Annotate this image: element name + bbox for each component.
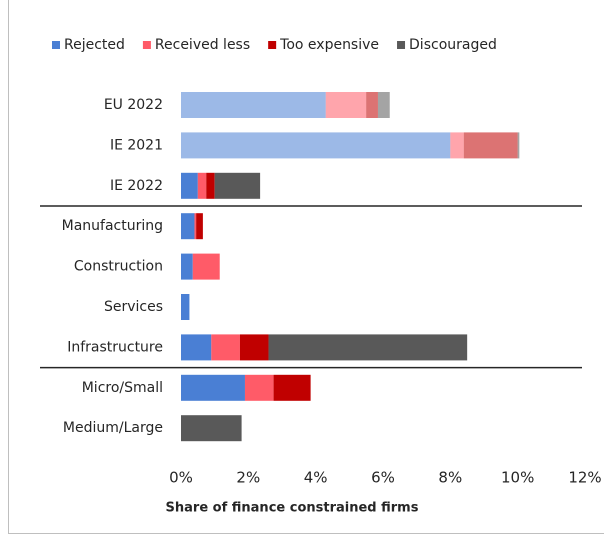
legend-label: Too expensive [279,37,379,53]
bar-segment [181,294,190,320]
bar-segment [181,132,451,159]
legend-swatch [52,41,60,49]
x-tick-label: 0% [169,469,193,487]
bar-segment [268,334,468,361]
bar-segment [211,334,240,361]
bar-segment [181,92,326,118]
y-tick-label: Manufacturing [62,218,163,234]
bar-segment [181,334,212,361]
y-tick-label: Micro/Small [82,380,163,396]
bar-segment [273,374,311,401]
bar-segment [197,172,207,199]
bar-segment [214,172,261,199]
x-tick-label: 4% [304,469,328,487]
bar-segment [450,132,464,159]
y-tick-label: Services [104,299,163,315]
bar-segment [366,92,378,118]
bar-segment [181,172,198,199]
bar-segment [181,253,193,280]
legend-label: Discouraged [409,37,497,53]
legend-swatch [268,41,277,49]
bar-segment [192,253,220,280]
y-tick-label: Medium/Large [63,420,163,436]
bar-segment [517,132,520,159]
bar-segment [463,132,518,159]
legend-label: Rejected [64,37,125,53]
y-tick-label: EU 2022 [104,97,163,113]
x-tick-label: 8% [438,469,462,487]
bar-segment [194,213,197,240]
bar-segment [377,92,390,118]
legend-label: Received less [155,37,250,53]
bar-segment [239,334,269,361]
bar-segment [181,374,245,401]
y-tick-label: Infrastructure [67,339,163,355]
legend-swatch [397,41,406,49]
bar-segment [181,213,195,240]
x-tick-label: 6% [371,469,395,487]
x-tick-label: 10% [501,469,534,487]
bar-segment [206,172,215,199]
bar-segment [244,374,274,401]
legend-swatch [142,41,151,49]
y-tick-label: IE 2021 [110,137,163,153]
x-tick-label: 2% [236,469,260,487]
bar-segment [325,92,367,118]
x-tick-label: 12% [568,469,601,487]
y-tick-label: Construction [74,259,163,275]
y-tick-label: IE 2022 [110,178,163,194]
x-axis-title: Share of finance constrained firms [166,501,419,516]
bar-segment [196,213,203,240]
bar-segment [181,415,242,442]
